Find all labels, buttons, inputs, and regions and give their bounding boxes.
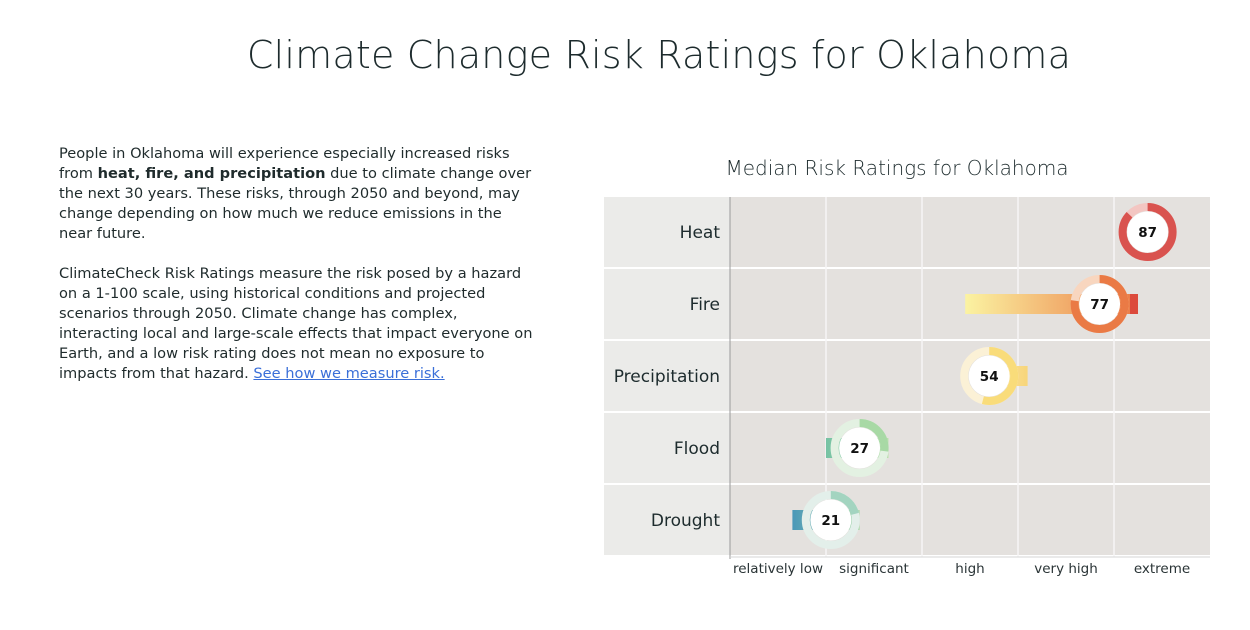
measure-risk-link[interactable]: See how we measure risk. [253,365,445,382]
value-ring-arc [801,491,860,549]
row-label-cell [604,485,730,555]
value-label: 21 [821,513,840,529]
value-label: 27 [850,441,869,457]
value-label: 77 [1090,297,1109,313]
intro-text: People in Oklahoma will experience espec… [59,144,539,404]
intro-paragraph-2: ClimateCheck Risk Ratings measure the ri… [59,265,533,382]
row-label: Fire [690,295,720,315]
x-tick-label: very high [1034,561,1098,577]
row-plot-cell [730,413,1210,483]
x-tick-label: high [955,561,984,577]
chart-title: Median Risk Ratings for Oklahoma [725,156,1069,180]
value-ring-arc [1070,275,1129,333]
x-tick-label: significant [839,561,909,577]
row-label-cell [604,413,730,483]
value-ring-arc [830,419,889,477]
value-label: 87 [1138,225,1157,241]
row-label-cell [604,341,730,411]
x-tick-label: extreme [1134,561,1190,577]
value-marker-center [1127,211,1169,253]
value-marker-center [810,499,852,541]
row-label-cell [604,269,730,339]
row-label: Drought [651,511,720,531]
value-label: 54 [980,369,999,385]
page-title: Climate Change Risk Ratings for Oklahoma [246,33,1072,77]
value-ring-arc [960,347,1019,405]
x-tick-label: relatively low [733,561,823,577]
row-label-cell [604,197,730,267]
value-ring-arc [1118,203,1177,261]
range-cap [1130,294,1138,314]
row-label: Flood [674,439,720,459]
value-marker-center [968,355,1010,397]
value-marker-center [839,427,881,469]
intro-paragraph-1: People in Oklahoma will experience espec… [59,145,532,242]
value-marker-center [1079,283,1121,325]
row-label: Heat [680,223,721,243]
intro-bold-hazards: heat, fire, and precipitation [97,165,326,182]
row-label: Precipitation [614,367,720,387]
